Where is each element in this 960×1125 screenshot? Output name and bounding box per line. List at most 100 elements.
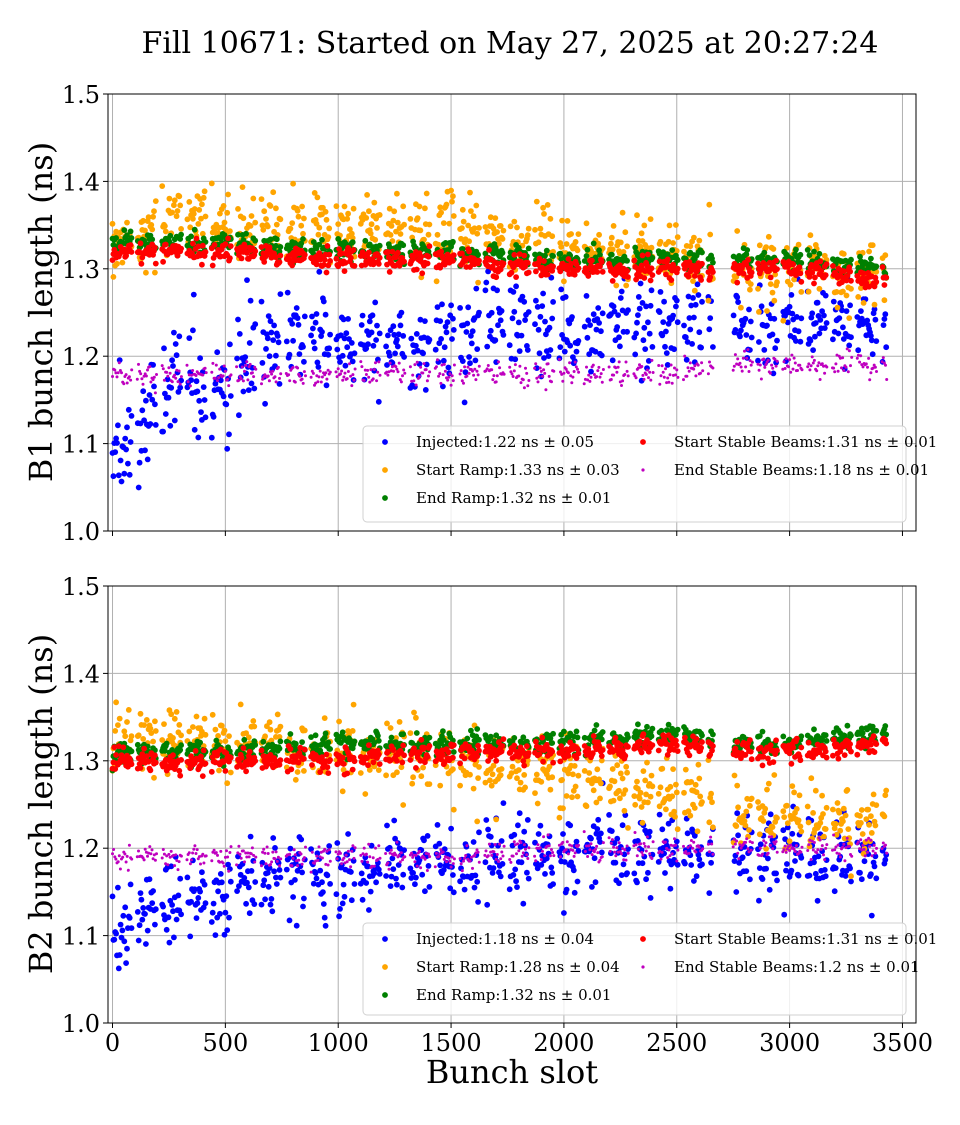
b1-data-point <box>448 372 451 375</box>
b1-data-point <box>608 241 614 247</box>
b2-data-point <box>869 830 875 836</box>
b1-data-point <box>298 223 304 229</box>
b2-data-point <box>525 817 531 823</box>
b2-data-point <box>171 935 177 941</box>
b1-data-point <box>746 348 749 351</box>
b1-data-point <box>170 363 176 369</box>
b1-data-point <box>673 367 676 370</box>
b2-data-point <box>817 820 823 826</box>
b1-data-point <box>663 329 669 335</box>
b2-data-point <box>129 748 135 754</box>
b1-data-point <box>191 211 197 217</box>
b1-data-point <box>203 249 209 255</box>
b2-data-point <box>139 897 145 903</box>
b1-data-point <box>522 317 528 323</box>
b2-data-point <box>622 787 628 793</box>
b1-data-point <box>650 344 656 350</box>
b1-data-point <box>806 365 809 368</box>
b2-data-point <box>647 829 653 835</box>
b1-data-point <box>670 364 673 367</box>
b2-data-point <box>345 831 351 837</box>
b1-data-point <box>126 407 132 413</box>
b1-data-point <box>284 339 290 345</box>
b1-data-point <box>259 299 265 305</box>
b1-data-point <box>541 211 547 217</box>
b1-data-point <box>177 380 180 383</box>
b1-data-point <box>641 325 647 331</box>
b2-data-point <box>116 966 122 972</box>
b1-data-point <box>774 279 780 285</box>
b2-data-point <box>614 762 620 768</box>
b1-data-point <box>743 332 749 338</box>
b2-data-point <box>301 896 307 902</box>
b1-data-point <box>707 232 713 238</box>
b1-data-point <box>452 379 455 382</box>
b2-data-point <box>569 794 575 800</box>
b1-data-point <box>787 365 790 368</box>
b1-data-point <box>388 232 394 238</box>
b1-data-point <box>374 323 380 329</box>
b2-data-point <box>500 861 506 867</box>
b2-data-point <box>650 783 656 789</box>
b2-data-point <box>837 828 843 834</box>
b2-data-point <box>450 766 456 772</box>
b1-data-point <box>325 378 328 381</box>
b1-data-point <box>383 344 389 350</box>
b1-data-point <box>113 235 119 241</box>
b1-data-point <box>774 266 780 272</box>
b2-data-point <box>589 884 595 890</box>
b2-data-point <box>668 886 674 892</box>
b1-data-point <box>596 232 602 238</box>
b1-data-point <box>343 363 349 369</box>
b1-data-point <box>636 294 642 300</box>
b1-data-point <box>568 361 571 364</box>
b2-data-point <box>696 762 702 768</box>
b1-data-point <box>513 274 519 280</box>
b1-data-point <box>367 376 370 379</box>
b2-data-point <box>572 890 578 896</box>
b2-data-point <box>868 813 874 819</box>
b2-data-point <box>857 870 863 876</box>
b1-data-point <box>710 344 716 350</box>
b2-data-point <box>625 825 631 831</box>
b2-data-point <box>491 763 497 769</box>
b1-data-point <box>538 226 544 232</box>
b1-data-point <box>770 332 776 338</box>
b1-data-point <box>125 461 131 467</box>
b1-data-point <box>426 254 432 260</box>
b1-data-point <box>511 219 517 225</box>
b2-data-point <box>532 790 538 796</box>
b1-data-point <box>310 376 313 379</box>
b2-data-point <box>765 856 771 862</box>
b2-data-point <box>542 871 548 877</box>
b1-data-point <box>552 370 555 373</box>
b2-data-point <box>288 846 294 852</box>
b1-data-point <box>573 239 579 245</box>
b1-data-point <box>362 238 368 244</box>
b1-data-point <box>401 374 404 377</box>
b2-data-point <box>609 828 615 834</box>
b1-data-point <box>873 317 879 323</box>
b1-data-point <box>166 375 169 378</box>
b1-data-point <box>290 181 296 187</box>
b1-data-point <box>870 351 876 357</box>
b1-data-point <box>798 289 804 295</box>
b1-data-point <box>821 313 827 319</box>
b1-data-point <box>749 270 755 276</box>
b1-data-point <box>227 384 230 387</box>
b1-data-point <box>427 222 433 228</box>
b2-data-point <box>622 808 628 814</box>
b1-data-point <box>346 377 349 380</box>
b1-data-point <box>542 319 548 325</box>
b1-data-point <box>422 318 428 324</box>
b1-data-point <box>650 272 656 278</box>
b2-data-point <box>868 871 874 877</box>
b2-data-point <box>862 858 868 864</box>
b1-data-point <box>116 472 122 478</box>
b1-data-point <box>517 348 523 354</box>
b1-data-point <box>748 281 754 287</box>
b2-data-point <box>524 870 530 876</box>
b1-data-point <box>125 373 128 376</box>
b1-data-point <box>633 331 639 337</box>
b1-data-point <box>152 270 158 276</box>
